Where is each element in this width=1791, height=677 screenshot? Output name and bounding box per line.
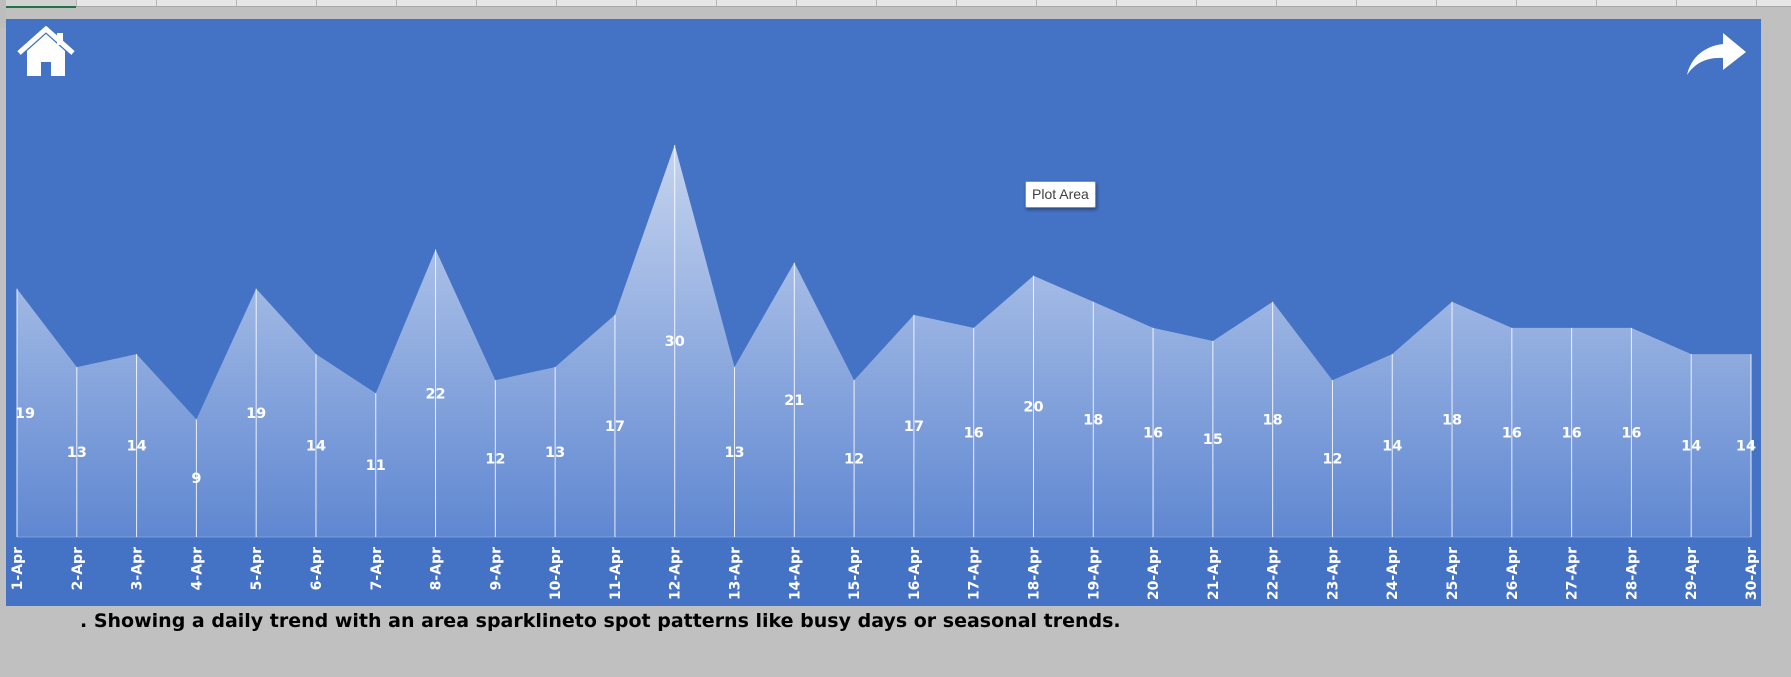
column-header-divider — [156, 0, 157, 6]
column-header-divider — [1036, 0, 1037, 6]
x-tick-label-21-Apr: 21-Apr — [1206, 547, 1222, 600]
x-tick-label-17-Apr: 17-Apr — [967, 547, 983, 600]
column-header-divider — [1196, 0, 1197, 6]
x-tick-label-29-Apr: 29-Apr — [1684, 547, 1700, 600]
x-axis-tick-labels: 1-Apr 2-Apr 3-Apr 4-Apr 5-Apr 6-Apr 7-Apr 8-Apr… — [10, 547, 1760, 600]
x-tick-label-30-Apr: 30-Apr — [1744, 547, 1760, 600]
column-header-divider — [556, 0, 557, 6]
chart-area[interactable]: 19 13 14 9 19 14 11 22 12 13 17 30 13 21 12 17 16 20 18 16 1… — [6, 19, 1761, 606]
data-labels: 19 13 14 9 19 14 11 22 12 13 17 30 13 21 12 17 16 20 18 16 1… — [15, 334, 1756, 487]
column-header-divider — [1356, 0, 1357, 6]
column-header-divider — [1596, 0, 1597, 6]
x-tick-label-27-Apr: 27-Apr — [1565, 547, 1581, 600]
x-tick-label-5-Apr: 5-Apr — [249, 547, 265, 590]
column-header-divider — [796, 0, 797, 6]
plot-area-tooltip: Plot Area — [1025, 181, 1096, 208]
data-label-3-Apr: 14 — [126, 439, 146, 455]
data-label-20-Apr: 16 — [1143, 425, 1163, 441]
column-header-divider — [1436, 0, 1437, 6]
drop-lines — [16, 145, 1752, 537]
x-tick-label-3-Apr: 3-Apr — [130, 547, 146, 590]
data-label-16-Apr: 17 — [904, 419, 924, 435]
x-tick-label-26-Apr: 26-Apr — [1505, 547, 1521, 600]
x-tick-label-12-Apr: 12-Apr — [668, 547, 684, 600]
data-label-30-Apr: 14 — [1736, 439, 1756, 455]
column-header-divider — [476, 0, 477, 6]
column-header-divider — [636, 0, 637, 6]
x-tick-label-24-Apr: 24-Apr — [1385, 547, 1401, 600]
data-label-14-Apr: 21 — [784, 393, 804, 409]
area-series[interactable] — [17, 145, 1751, 537]
x-tick-label-2-Apr: 2-Apr — [70, 547, 86, 590]
x-tick-label-11-Apr: 11-Apr — [608, 547, 624, 600]
data-label-23-Apr: 12 — [1322, 452, 1342, 468]
x-tick-label-7-Apr: 7-Apr — [369, 547, 385, 590]
data-label-25-Apr: 18 — [1442, 412, 1462, 428]
column-header-divider — [876, 0, 877, 6]
x-tick-label-14-Apr: 14-Apr — [787, 547, 803, 600]
x-tick-label-20-Apr: 20-Apr — [1146, 547, 1162, 600]
x-tick-label-6-Apr: 6-Apr — [309, 547, 325, 590]
column-header-divider — [716, 0, 717, 6]
column-header-divider — [1516, 0, 1517, 6]
x-tick-label-10-Apr: 10-Apr — [548, 547, 564, 600]
column-header-divider — [1116, 0, 1117, 6]
data-label-6-Apr: 14 — [306, 439, 326, 455]
forward-arrow-icon[interactable] — [1685, 31, 1747, 77]
data-label-5-Apr: 19 — [246, 406, 266, 422]
data-label-19-Apr: 18 — [1083, 412, 1103, 428]
data-label-24-Apr: 14 — [1382, 439, 1402, 455]
x-tick-label-18-Apr: 18-Apr — [1026, 547, 1042, 600]
data-label-1-Apr: 19 — [15, 406, 35, 422]
column-header-strip — [0, 0, 1791, 7]
home-icon[interactable] — [16, 25, 76, 78]
area-chart[interactable]: 19 13 14 9 19 14 11 22 12 13 17 30 13 21 12 17 16 20 18 16 1… — [6, 19, 1761, 606]
column-header-divider — [396, 0, 397, 6]
x-tick-label-8-Apr: 8-Apr — [429, 547, 445, 590]
chart-caption: . Showing a daily trend with an area spa… — [80, 610, 1121, 632]
data-label-26-Apr: 16 — [1502, 425, 1522, 441]
x-tick-label-19-Apr: 19-Apr — [1086, 547, 1102, 600]
x-tick-label-16-Apr: 16-Apr — [907, 547, 923, 600]
x-tick-label-1-Apr: 1-Apr — [10, 547, 26, 590]
active-column-header[interactable] — [0, 0, 76, 8]
data-label-2-Apr: 13 — [67, 445, 87, 461]
column-header-divider — [1276, 0, 1277, 6]
column-header-divider — [236, 0, 237, 6]
x-tick-label-28-Apr: 28-Apr — [1624, 547, 1640, 600]
x-tick-label-15-Apr: 15-Apr — [847, 547, 863, 600]
data-label-18-Apr: 20 — [1023, 399, 1043, 415]
column-header-divider — [316, 0, 317, 6]
data-label-7-Apr: 11 — [366, 458, 386, 474]
data-label-8-Apr: 22 — [425, 386, 445, 402]
plot-area[interactable] — [17, 145, 1751, 538]
x-tick-label-25-Apr: 25-Apr — [1445, 547, 1461, 600]
data-label-4-Apr: 9 — [191, 471, 201, 487]
column-header-divider — [76, 0, 77, 6]
x-tick-label-13-Apr: 13-Apr — [728, 547, 744, 600]
x-tick-label-23-Apr: 23-Apr — [1325, 547, 1341, 600]
data-label-22-Apr: 18 — [1263, 412, 1283, 428]
x-tick-label-4-Apr: 4-Apr — [189, 547, 205, 590]
data-label-17-Apr: 16 — [964, 425, 984, 441]
data-label-9-Apr: 12 — [485, 452, 505, 468]
column-header-divider — [1676, 0, 1677, 6]
data-label-13-Apr: 13 — [724, 445, 744, 461]
x-tick-label-9-Apr: 9-Apr — [488, 547, 504, 590]
data-label-21-Apr: 15 — [1203, 432, 1223, 448]
column-header-divider — [1756, 0, 1757, 6]
data-label-11-Apr: 17 — [605, 419, 625, 435]
data-label-10-Apr: 13 — [545, 445, 565, 461]
data-label-28-Apr: 16 — [1621, 425, 1641, 441]
data-label-15-Apr: 12 — [844, 452, 864, 468]
data-label-12-Apr: 30 — [665, 334, 685, 350]
x-tick-label-22-Apr: 22-Apr — [1266, 547, 1282, 600]
column-header-divider — [956, 0, 957, 6]
data-label-29-Apr: 14 — [1681, 439, 1701, 455]
data-label-27-Apr: 16 — [1562, 425, 1582, 441]
row-header-marker — [0, 0, 6, 28]
